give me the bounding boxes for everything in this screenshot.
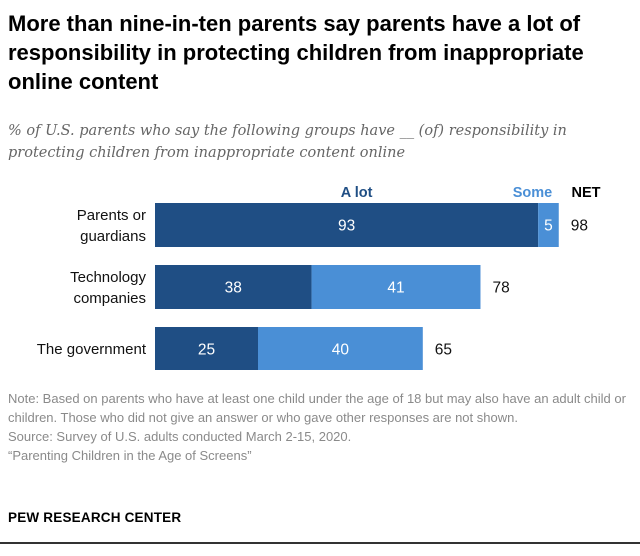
bar-some (538, 203, 559, 247)
report-title: “Parenting Children in the Age of Screen… (8, 448, 252, 463)
category-label: companies (73, 290, 146, 307)
data-label-a-lot: 25 (198, 342, 215, 359)
category-label: Technology (70, 269, 146, 286)
bar-some (311, 265, 481, 309)
data-label-some: 41 (387, 280, 404, 297)
data-label-a-lot: 38 (225, 280, 242, 297)
brand-logo-text: PEW RESEARCH CENTER (8, 510, 182, 525)
net-value-label: 98 (571, 218, 588, 235)
data-label-a-lot: 93 (338, 218, 355, 235)
legend-a-lot: A lot (341, 185, 373, 201)
data-label-some: 40 (332, 342, 350, 359)
data-label-some: 5 (544, 218, 553, 235)
category-label: guardians (80, 228, 146, 245)
bar-some (258, 327, 423, 370)
legend-net: NET (572, 185, 601, 201)
category-label: The government (37, 341, 147, 358)
bar-a-lot (155, 203, 539, 247)
net-value-label: 78 (492, 280, 509, 297)
category-label: Parents or (77, 207, 146, 224)
bar-a-lot (155, 327, 258, 370)
note-text: Note: Based on parents who have at least… (8, 391, 626, 425)
chart-notes: Note: Based on parents who have at least… (8, 389, 628, 465)
net-value-label: 65 (435, 342, 452, 359)
source-text: Source: Survey of U.S. adults conducted … (8, 429, 352, 444)
bar-a-lot (155, 265, 312, 309)
chart-title: More than nine-in-ten parents say parent… (8, 11, 584, 94)
chart-subtitle: % of U.S. parents who say the following … (8, 123, 567, 161)
stacked-bar-chart: A lot Some NET Parents or guardians 93 5 98 Tech… (37, 185, 601, 370)
bottom-divider (0, 542, 640, 544)
legend-some: Some (513, 185, 553, 201)
